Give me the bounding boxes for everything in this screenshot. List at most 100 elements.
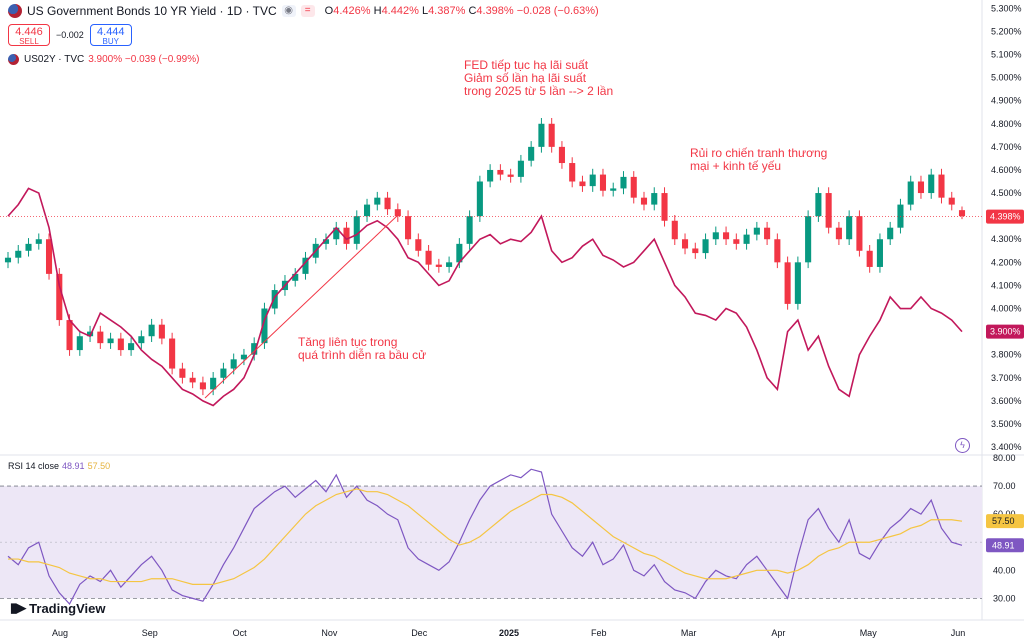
candle-body <box>528 146 535 161</box>
overlay-legend[interactable]: US02Y · TVC 3.900% −0.039 (−0.99%) <box>8 54 199 65</box>
candle-body <box>353 216 360 244</box>
candle-body <box>558 146 565 164</box>
candle-body <box>907 181 914 205</box>
price-tick-label: 4.100% <box>991 280 1022 290</box>
candle-body <box>805 216 812 263</box>
candle-body <box>764 227 771 240</box>
candle-body <box>579 181 586 187</box>
candle-body <box>384 197 391 210</box>
candle-body <box>815 193 822 217</box>
candle-body <box>138 336 145 344</box>
sell-button[interactable]: 4.446 SELL <box>8 24 50 46</box>
candle-body <box>640 197 648 205</box>
trade-buttons: 4.446 SELL −0.002 4.444 BUY <box>8 24 132 46</box>
candle-body <box>97 331 104 344</box>
candle-body <box>723 232 730 240</box>
candle-body <box>466 216 473 244</box>
annotation-fed[interactable]: FED tiếp tục hạ lãi suất Giảm số lần hạ … <box>464 58 614 98</box>
annotation-trade-war[interactable]: Rủi ro chiến tranh thương mại + kinh tế … <box>690 146 828 173</box>
candle-body <box>620 176 627 189</box>
candle-body <box>958 210 966 217</box>
last-price-badge <box>986 209 1024 224</box>
candle-body <box>897 204 904 228</box>
candle-body <box>497 169 504 175</box>
candle-body <box>866 250 873 267</box>
candle-body <box>856 216 863 251</box>
candle-body <box>128 343 135 351</box>
price-tick-label: 3.400% <box>991 442 1022 452</box>
rsi-tick-label: 60.00 <box>993 509 1016 519</box>
candle-body <box>292 273 299 281</box>
rsi-line <box>7 468 963 606</box>
us02y-line <box>7 187 963 407</box>
candle-body <box>210 377 217 390</box>
candle-body <box>733 239 740 244</box>
candle-body <box>322 239 330 244</box>
rsi-badge <box>986 538 1024 553</box>
election-trend-line <box>204 214 399 399</box>
time-tick-label: Dec <box>411 628 428 638</box>
candle-body <box>374 197 381 205</box>
candle-body <box>661 193 668 221</box>
candle-body <box>56 273 63 321</box>
price-tick-label: 3.700% <box>991 373 1022 383</box>
overlay-symbol: US02Y · TVC <box>24 54 85 65</box>
overlay-value: 3.900% −0.039 (−0.99%) <box>88 54 200 65</box>
candle-body <box>251 343 258 355</box>
candle-body <box>4 257 12 263</box>
ohlc-readout: O4.426% H4.442% L4.387% C4.398% −0.028 (… <box>324 5 599 17</box>
buy-button[interactable]: 4.444 BUY <box>89 24 132 46</box>
time-tick-label: Oct <box>233 628 248 638</box>
candle-body <box>917 181 925 194</box>
candle-body <box>169 338 176 369</box>
candle-body <box>230 359 237 369</box>
candle-body <box>671 220 678 240</box>
tradingview-mark-icon: ▮▶ <box>10 600 26 615</box>
rsi-ma-value-label: 57.50 <box>992 516 1015 526</box>
candle-body <box>456 243 463 263</box>
candle-body <box>928 174 935 194</box>
us02y-last-label: 3.900% <box>990 327 1021 337</box>
lightning-icon[interactable]: ϟ <box>955 438 970 453</box>
candle-body <box>753 227 760 235</box>
compare-icon[interactable]: = <box>300 5 315 17</box>
candle-body <box>887 227 894 240</box>
candle-body <box>435 264 442 267</box>
candle-body <box>158 324 165 339</box>
candle-body <box>261 308 268 344</box>
candle-body <box>599 174 607 191</box>
time-tick-label: Mar <box>681 628 697 638</box>
candle-body <box>189 377 196 383</box>
annotation-election[interactable]: Tăng liên tục trong quá trình diễn ra bầ… <box>298 335 427 362</box>
last-price-label: 4.398% <box>990 212 1021 222</box>
price-tick-label: 4.800% <box>991 119 1022 129</box>
candle-body <box>774 239 781 263</box>
candle-body <box>476 181 483 217</box>
spread-value: −0.002 <box>56 30 84 40</box>
price-tick-label: 5.000% <box>991 73 1022 83</box>
candle-body <box>743 234 750 244</box>
candle-body <box>846 216 853 240</box>
eye-icon[interactable]: ◉ <box>281 5 296 17</box>
candle-body <box>948 197 955 205</box>
candle-body <box>343 227 350 244</box>
candle-body <box>507 174 514 177</box>
price-tick-label: 5.300% <box>991 3 1022 13</box>
candle-body <box>569 163 576 182</box>
us02y-badge <box>986 324 1024 339</box>
time-tick-label: Aug <box>52 628 68 638</box>
candle-body <box>548 123 555 147</box>
price-tick-label: 4.300% <box>991 234 1022 244</box>
price-tick-label: 3.500% <box>991 419 1022 429</box>
candle-body <box>794 262 801 304</box>
rsi-legend[interactable]: RSI 14 close 48.91 57.50 <box>8 461 111 471</box>
candle-body <box>702 239 709 254</box>
rsi-value-label: 48.91 <box>992 540 1015 550</box>
price-tick-label: 5.200% <box>991 26 1022 36</box>
candle-body <box>538 123 545 147</box>
candle-body <box>199 382 206 390</box>
candle-body <box>240 354 247 360</box>
candle-body <box>76 336 83 351</box>
symbol-title[interactable]: US Government Bonds 10 YR Yield · 1D · T… <box>27 4 277 18</box>
